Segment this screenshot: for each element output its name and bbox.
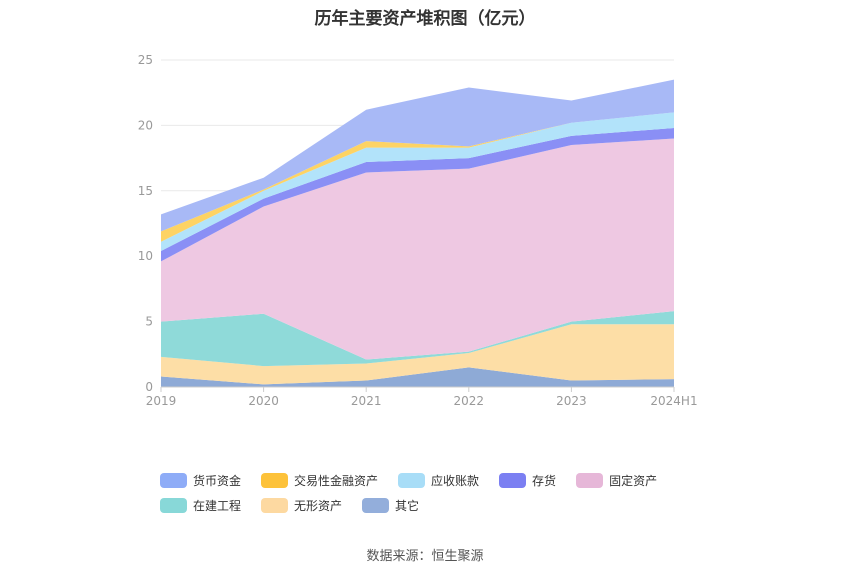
y-tick-label: 25 (138, 53, 153, 67)
legend-item[interactable]: 应收账款 (398, 472, 479, 489)
legend-item[interactable]: 货币资金 (160, 472, 241, 489)
legend-swatch (261, 498, 289, 513)
legend-swatch (160, 473, 187, 488)
area-应收账款 (161, 112, 674, 251)
area-无形资产 (161, 324, 674, 385)
x-tick-label: 2019 (146, 394, 177, 408)
legend-swatch (398, 473, 426, 488)
x-tick-label: 2022 (454, 394, 485, 408)
legend-label: 货币资金 (193, 474, 242, 488)
legend-item[interactable]: 交易性金融资产 (261, 472, 378, 489)
y-tick-label: 0 (145, 380, 153, 394)
legend-item[interactable]: 在建工程 (160, 497, 241, 514)
legend-swatch (362, 498, 390, 513)
x-tick-label: 2021 (351, 394, 382, 408)
legend-swatch (499, 473, 527, 488)
legend-item[interactable]: 其它 (362, 497, 419, 514)
axes: 0 5 10 15 20 25 2019 2020 2021 2022 2023 2024H1 (138, 53, 698, 408)
legend-label: 无形资产 (294, 499, 343, 513)
area-存货 (161, 128, 674, 262)
area-固定资产 (161, 138, 674, 360)
y-tick-label: 5 (145, 315, 153, 329)
x-tick-label: 2023 (556, 394, 587, 408)
y-tick-label: 15 (138, 184, 153, 198)
legend-label: 固定资产 (609, 474, 658, 488)
y-tick-label: 20 (138, 118, 153, 132)
x-tick-label: 2024H1 (650, 394, 697, 408)
legend-item[interactable]: 固定资产 (576, 472, 657, 489)
area-series (161, 79, 674, 387)
legend-label: 交易性金融资产 (294, 474, 379, 488)
area-其它 (161, 367, 674, 387)
area-货币资金 (161, 79, 674, 232)
x-tick-label: 2020 (248, 394, 279, 408)
legend-swatch (576, 473, 604, 488)
legend-swatch (261, 473, 289, 488)
data-source: 数据来源：恒生聚源 (366, 549, 484, 564)
legend-swatch (160, 498, 187, 513)
legend-label: 其它 (395, 499, 420, 513)
legend: 货币资金 交易性金融资产 应收账款 存货 固定资产在建工程 无形资产 其它 (160, 472, 720, 514)
legend-label: 存货 (532, 474, 557, 488)
chart-title: 历年主要资产堆积图（亿元） (314, 9, 536, 29)
legend-item[interactable]: 存货 (499, 472, 556, 489)
y-tick-label: 10 (138, 249, 153, 263)
legend-label: 在建工程 (193, 499, 242, 513)
legend-item[interactable]: 无形资产 (261, 497, 342, 514)
legend-label: 应收账款 (431, 474, 480, 488)
area-在建工程 (161, 311, 674, 367)
